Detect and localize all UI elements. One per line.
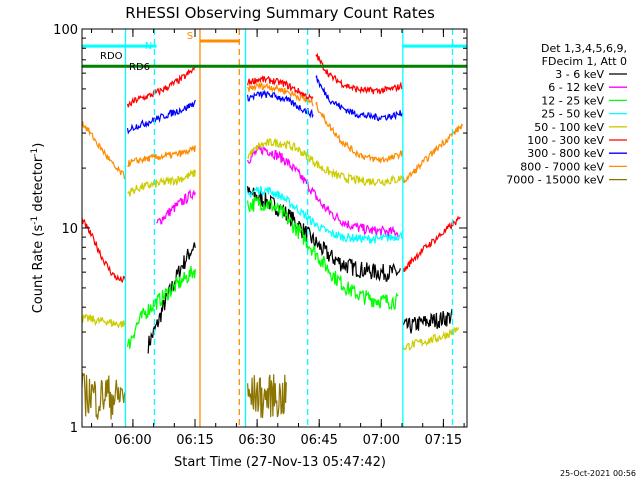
series-7-segment-0 (81, 121, 126, 180)
series-5-segment-4 (402, 215, 461, 274)
legend-label-8: 7000 - 15000 keV (506, 174, 604, 187)
x-tick-label-2: 06:30 (238, 433, 275, 448)
series-2-segment-1 (247, 194, 399, 311)
x-tick-label-3: 06:45 (300, 433, 337, 448)
series-4 (81, 138, 460, 352)
y-axis-label-a: Count Rate (s (31, 225, 46, 314)
y-tick-label-2: 100 (53, 23, 78, 38)
y-axis-label: Count Rate (s-1 detector-1) (30, 143, 46, 314)
y-axis-label-b: detector (31, 156, 46, 216)
series-6-segment-0 (126, 99, 196, 135)
series-0-segment-0 (147, 242, 196, 354)
series-1 (156, 144, 399, 238)
legend-label-0: 3 - 6 keV (555, 68, 604, 81)
series-5 (81, 52, 461, 284)
series-7-segment-2 (247, 82, 314, 107)
series-4-segment-1 (127, 168, 196, 197)
series-7-segment-3 (315, 101, 403, 165)
flag-layer: RDO N S RD6 (82, 31, 467, 73)
series-2 (126, 194, 399, 349)
x-tick-label-4: 07:00 (363, 433, 400, 448)
x-tick-label-5: 07:15 (425, 433, 462, 448)
series-5-segment-3 (315, 52, 403, 95)
flag-label-2: S (187, 31, 193, 42)
x-tick-label-0: 06:00 (114, 433, 151, 448)
series-1-segment-0 (156, 188, 196, 225)
series-7-segment-1 (127, 144, 196, 168)
y-tick-label-0: 1 (70, 421, 78, 436)
series-4-segment-0 (81, 313, 126, 329)
legend-label-6: 300 - 800 keV (527, 147, 604, 160)
y-tick-label-1: 10 (61, 222, 78, 237)
legend-label-1: 6 - 12 keV (548, 81, 604, 94)
series-5-segment-2 (247, 75, 314, 102)
legend-label-7: 800 - 7000 keV (520, 160, 604, 173)
series-7 (81, 82, 463, 184)
series-4-segment-2 (247, 138, 404, 187)
legend-label-2: 12 - 25 keV (541, 94, 604, 107)
legend-header-line-2: FDecim 1, Att 0 (542, 55, 627, 68)
x-axis: 06:00 06:15 06:30 06:45 07:00 07:15 (91, 29, 465, 448)
series-6-segment-1 (247, 89, 314, 119)
y-axis-label-c: ) (31, 143, 46, 148)
legend-header-line-1: Det 1,3,4,5,6,9, (541, 42, 627, 55)
series-0 (147, 186, 453, 354)
y-axis-label-sup2: -1 (30, 148, 40, 157)
y-axis: 1 10 100 (53, 23, 467, 436)
series-6-segment-2 (315, 74, 403, 122)
y-axis-label-sup: -1 (30, 216, 40, 225)
generation-timestamp: 25-Oct-2021 00:56 (560, 469, 636, 478)
series-8-segment-1 (247, 374, 287, 419)
legend: Det 1,3,4,5,6,9, FDecim 1, Att 0 3 - 6 k… (506, 42, 627, 187)
series-3 (247, 185, 404, 244)
series-2-segment-0 (126, 266, 196, 349)
series-5-segment-1 (126, 65, 196, 108)
series-8 (81, 372, 287, 420)
series-3-segment-0 (247, 185, 404, 244)
series-0-segment-1 (247, 186, 401, 282)
legend-label-3: 25 - 50 keV (541, 108, 604, 121)
flag-label-1: N (145, 41, 152, 52)
chart-title: RHESSI Observing Summary Count Rates (125, 4, 435, 22)
series-1-segment-1 (247, 144, 399, 238)
series-5-segment-0 (81, 217, 126, 284)
series-layer (81, 52, 463, 420)
x-axis-label: Start Time (27-Nov-13 05:47:42) (174, 455, 386, 470)
x-tick-label-1: 06:15 (176, 433, 213, 448)
series-6 (126, 74, 403, 135)
legend-label-4: 50 - 100 keV (534, 121, 604, 134)
flag-label-3: RD6 (129, 62, 150, 73)
flag-label-0: RDO (100, 51, 123, 62)
series-0-segment-2 (402, 308, 453, 334)
series-8-segment-0 (81, 372, 126, 420)
series-4-segment-3 (402, 326, 460, 352)
legend-label-5: 100 - 300 keV (527, 134, 604, 147)
vline-layer (124, 29, 454, 427)
